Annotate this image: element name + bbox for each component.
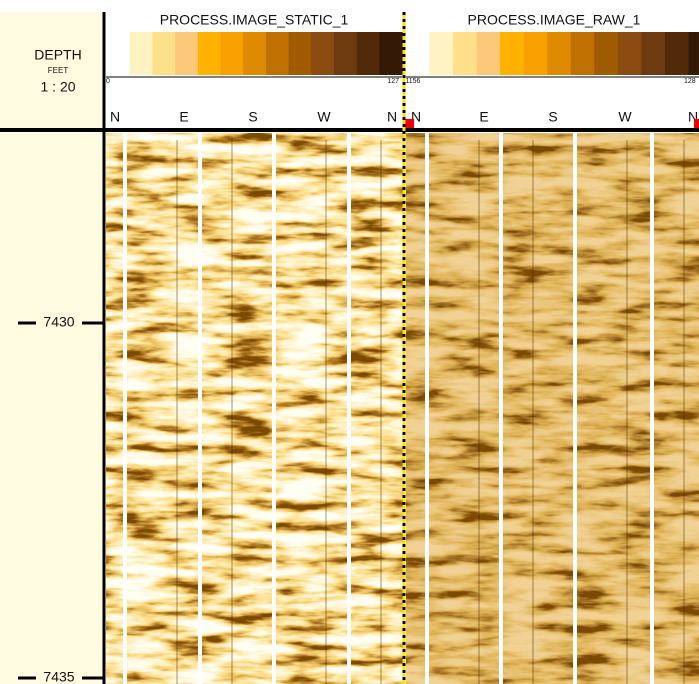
page: Borehole image log {"header": {"depth_la… [0, 0, 699, 684]
raw-image [406, 133, 699, 684]
depth-track [0, 133, 104, 684]
swatch [641, 32, 665, 75]
swatch [571, 32, 595, 75]
scale-max: 128 [684, 78, 696, 85]
scale-min: 0 [106, 78, 110, 85]
swatch [688, 32, 699, 75]
body: DEPTH FEET 1 : 20 7430 7435 PROCESS.IMAG… [0, 0, 699, 684]
pad-gap [123, 133, 127, 684]
swatch [594, 32, 618, 75]
marker [694, 119, 699, 128]
compass-label: W [618, 109, 632, 125]
swatch [379, 32, 402, 75]
compass-label: S [548, 109, 557, 125]
swatch [266, 32, 289, 75]
depth-value: 7435 [43, 669, 74, 684]
depth-label: DEPTH [34, 47, 81, 63]
pad-gap [573, 133, 577, 684]
swatch [547, 32, 571, 75]
scale-min: -1156 [403, 78, 420, 85]
scale-max: 127 [387, 78, 399, 85]
swatch [524, 32, 548, 75]
swatch [665, 32, 689, 75]
log-viewer: DEPTH FEET 1 : 20 7430 7435 PROCESS.IMAG… [0, 0, 699, 684]
track-title: PROCESS.IMAGE_RAW_1 [468, 12, 641, 28]
compass-label: N [387, 109, 397, 125]
swatch [430, 32, 454, 75]
swatch [500, 32, 524, 75]
pad-gap [499, 133, 503, 684]
swatch [311, 32, 334, 75]
swatch [453, 32, 477, 75]
pad-gap [198, 133, 202, 684]
swatch [175, 32, 198, 75]
depth-value: 7430 [43, 314, 74, 330]
swatch [152, 32, 175, 75]
compass-label: E [479, 109, 488, 125]
swatch [477, 32, 501, 75]
pad-gap [272, 133, 276, 684]
swatch [334, 32, 357, 75]
static-image [106, 133, 403, 684]
pad-gap [650, 133, 654, 684]
compass-label: S [248, 109, 257, 125]
depth-scale: 1 : 20 [40, 79, 75, 95]
swatch [618, 32, 642, 75]
swatch [289, 32, 312, 75]
swatch [406, 32, 430, 75]
compass-label: E [179, 109, 188, 125]
pad-gap [425, 133, 429, 684]
swatch [220, 32, 243, 75]
depth-unit: FEET [48, 66, 69, 75]
swatch [198, 32, 221, 75]
swatch [130, 32, 153, 75]
track-title: PROCESS.IMAGE_STATIC_1 [160, 12, 349, 28]
pad-gap [347, 133, 351, 684]
swatch [357, 32, 380, 75]
swatch [107, 32, 130, 75]
swatch [243, 32, 266, 75]
compass-label: W [317, 109, 331, 125]
compass-label: N [110, 109, 120, 125]
